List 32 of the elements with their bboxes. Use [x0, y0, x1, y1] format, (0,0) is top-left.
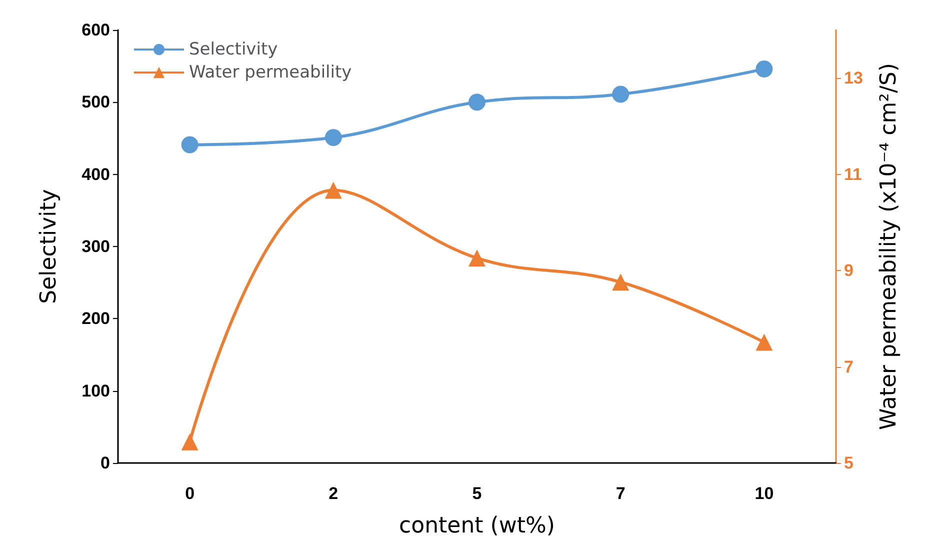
y-tick-label: 200 — [82, 309, 110, 328]
x-tick-label: 10 — [754, 484, 774, 503]
y-tick-label: 0 — [100, 454, 110, 472]
y2-tick-label: 9 — [844, 261, 854, 280]
y2-axis-title: Water permeability (x10⁻⁴ cm²/S) — [876, 63, 902, 430]
point — [756, 334, 773, 351]
y2-tick-label: 11 — [844, 164, 862, 184]
point — [468, 94, 486, 111]
y-tick-label: 600 — [82, 20, 110, 40]
y2-tick-label: 13 — [844, 68, 863, 88]
point — [324, 182, 342, 199]
x-tick-label: 7 — [616, 484, 626, 503]
point — [324, 129, 342, 146]
x-tick-label: 5 — [472, 484, 482, 503]
y2-tick-label: 7 — [844, 357, 854, 376]
y-axis-title: Selectivity — [36, 189, 62, 304]
point — [756, 60, 773, 78]
x-tick-label: 0 — [185, 484, 195, 503]
y-tick-label: 500 — [82, 92, 110, 112]
point — [612, 274, 630, 291]
legend-label: Water permeability — [189, 62, 352, 82]
x-tick-label: 2 — [328, 484, 338, 503]
legend-label: Selectivity — [189, 40, 278, 60]
y-tick-label: 300 — [82, 237, 110, 256]
point — [612, 86, 630, 103]
point — [181, 136, 198, 154]
y-tick-label: 400 — [82, 164, 110, 184]
y-tick-label: 100 — [82, 381, 110, 400]
x-axis-title: content (wt%) — [399, 514, 555, 538]
y2-tick-label: 5 — [844, 454, 854, 472]
point — [181, 433, 198, 450]
point — [468, 250, 486, 267]
